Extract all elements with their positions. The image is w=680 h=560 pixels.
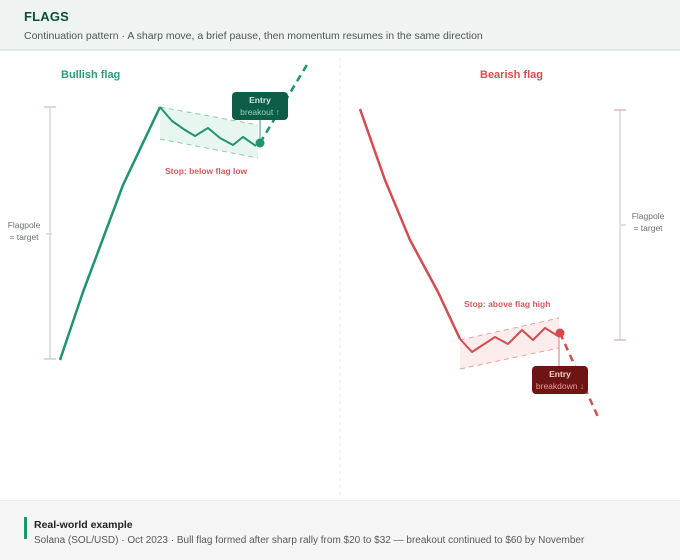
bear-stop-label: Stop: above flag high — [464, 299, 551, 309]
real-world-example: Real-world example Solana (SOL/USD) · Oc… — [0, 500, 680, 560]
bull-flagpole-label-line1: Flagpole — [7, 220, 41, 230]
diagram-canvas — [0, 51, 680, 500]
bull-entry-sub: breakout ↑ — [240, 107, 280, 117]
flags-diagram — [44, 58, 626, 496]
bear-flag-line — [459, 327, 559, 353]
bull-channel-lower — [159, 138, 259, 159]
bear-flagpole-label: Flagpole = target — [628, 210, 668, 234]
bear-channel-lower — [459, 347, 560, 370]
bear-breakdown-line — [558, 332, 600, 418]
bull-flagpole-line — [58, 106, 162, 361]
footer-text: Solana (SOL/USD) · Oct 2023 · Bull flag … — [34, 535, 585, 546]
bear-flagpole-line — [358, 108, 462, 340]
bull-breakout-line — [258, 62, 310, 144]
bear-flagpole-measure — [614, 109, 626, 341]
bull-flagpole-label-line2: = target — [9, 232, 39, 242]
bull-channel-upper — [159, 106, 259, 126]
bull-flag-line — [159, 106, 257, 147]
bear-entry-title: Entry — [549, 369, 571, 379]
bear-flagpole-label-line1: Flagpole — [631, 211, 665, 221]
bull-entry-dot — [255, 138, 265, 148]
page-subtitle: Continuation pattern · A sharp move, a b… — [24, 30, 483, 42]
bear-entry-sub: breakdown ↓ — [535, 381, 585, 391]
bull-flagpole-label: Flagpole = target — [2, 219, 46, 243]
bull-panel-title: Bullish flag — [61, 69, 121, 81]
bear-entry-badge: Entry breakdown ↓ — [532, 366, 588, 394]
bull-entry-title: Entry — [249, 95, 271, 105]
bear-panel-title: Bearish flag — [480, 69, 543, 81]
bear-flagpole-label-line2: = target — [633, 223, 663, 233]
footer-accent-bar — [24, 517, 27, 539]
bear-entry-dot — [555, 328, 565, 338]
bear-channel-upper — [459, 317, 560, 341]
bull-flagpole-measure — [44, 106, 56, 360]
page-title: FLAGS — [24, 9, 70, 24]
footer-title: Real-world example — [34, 519, 133, 531]
header: FLAGS Continuation pattern · A sharp mov… — [0, 0, 680, 51]
bull-entry-badge: Entry breakout ↑ — [232, 92, 288, 120]
bull-stop-label: Stop: below flag low — [165, 166, 248, 176]
